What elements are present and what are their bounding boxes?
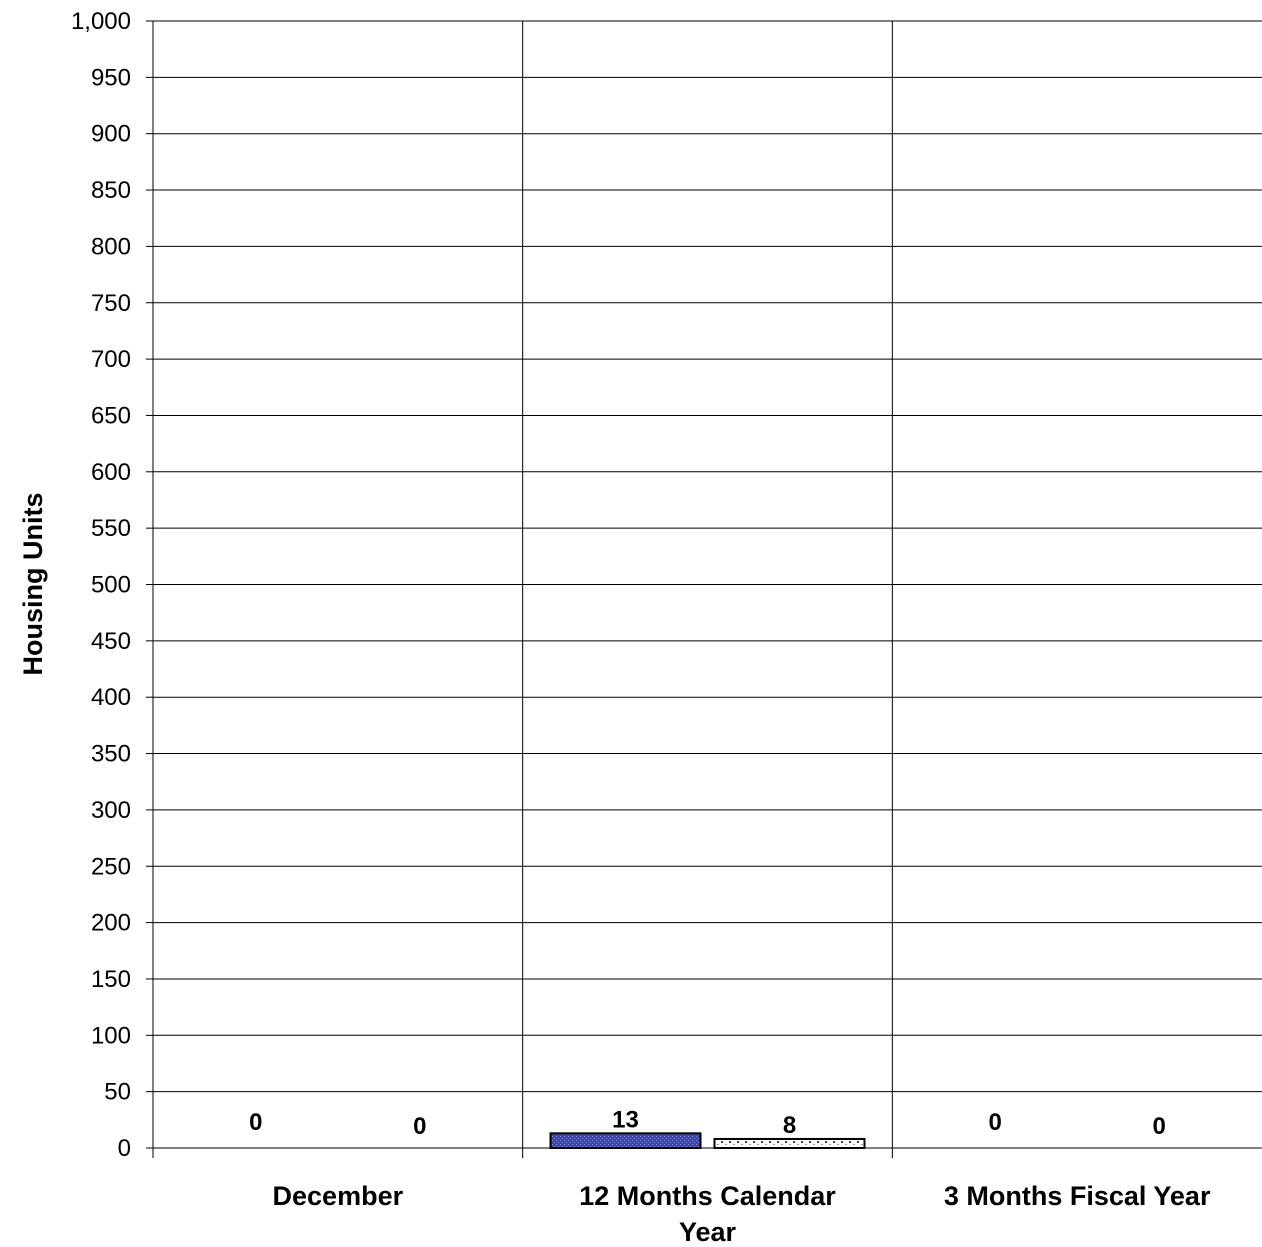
- y-axis-title: Housing Units: [18, 493, 48, 676]
- y-tick-label: 150: [91, 966, 131, 993]
- gridlines: [153, 20, 1262, 1158]
- bar: [713, 1137, 866, 1150]
- y-tick-label: 400: [91, 684, 131, 711]
- data-label: 8: [783, 1112, 796, 1139]
- data-label: 0: [1152, 1113, 1165, 1140]
- y-tick-label: 0: [118, 1135, 131, 1162]
- y-tick-label: 550: [91, 515, 131, 542]
- y-tick-label: 850: [91, 177, 131, 204]
- y-tick-label: 50: [104, 1079, 131, 1106]
- y-tick-label: 200: [91, 910, 131, 937]
- data-label: 0: [988, 1109, 1001, 1136]
- y-tick-label: 1,000: [71, 8, 131, 35]
- data-label: 0: [413, 1113, 426, 1140]
- bars: [549, 1132, 866, 1150]
- y-tick-label: 650: [91, 402, 131, 429]
- y-tick-label: 500: [91, 572, 131, 599]
- category-label-line: December: [273, 1181, 404, 1211]
- category-label-line: 12 Months Calendar: [579, 1181, 836, 1211]
- y-tick-label: 350: [91, 741, 131, 768]
- axes: [146, 20, 1262, 1158]
- y-tick-label: 100: [91, 1022, 131, 1049]
- y-tick-label: 750: [91, 290, 131, 317]
- y-tick-label: 700: [91, 346, 131, 373]
- y-tick-labels: 0 50 100 150 200 250 300 350 400 450 500 550 600 650 7…: [71, 8, 131, 1162]
- category-label-line: Year: [679, 1217, 737, 1247]
- data-label: 0: [249, 1109, 262, 1136]
- category-label: 3 Months Fiscal Year: [944, 1181, 1211, 1211]
- y-tick-label: 900: [91, 121, 131, 148]
- category-label-line: 3 Months Fiscal Year: [944, 1181, 1211, 1211]
- category-label: 12 Months Calendar Year: [579, 1181, 836, 1247]
- category-labels: December 12 Months Calendar Year 3 Months F…: [273, 1181, 1211, 1247]
- y-tick-label: 950: [91, 64, 131, 91]
- data-label: 13: [612, 1106, 639, 1133]
- bar: [549, 1132, 702, 1149]
- y-tick-label: 250: [91, 853, 131, 880]
- data-labels: 0 13 0 0 8 0: [249, 1106, 1166, 1140]
- y-tick-label: 450: [91, 628, 131, 655]
- y-tick-label: 800: [91, 233, 131, 260]
- category-label: December: [273, 1181, 404, 1211]
- y-tick-label: 300: [91, 797, 131, 824]
- y-tick-label: 600: [91, 459, 131, 486]
